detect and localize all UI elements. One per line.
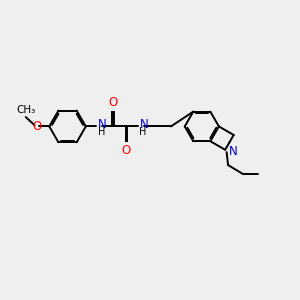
Text: H: H [98, 127, 106, 137]
Text: N: N [229, 145, 237, 158]
Text: O: O [32, 120, 42, 133]
Text: N: N [98, 118, 107, 131]
Text: O: O [109, 96, 118, 110]
Text: CH₃: CH₃ [16, 105, 35, 115]
Text: N: N [140, 118, 148, 131]
Text: H: H [140, 127, 147, 137]
Text: O: O [122, 143, 131, 157]
